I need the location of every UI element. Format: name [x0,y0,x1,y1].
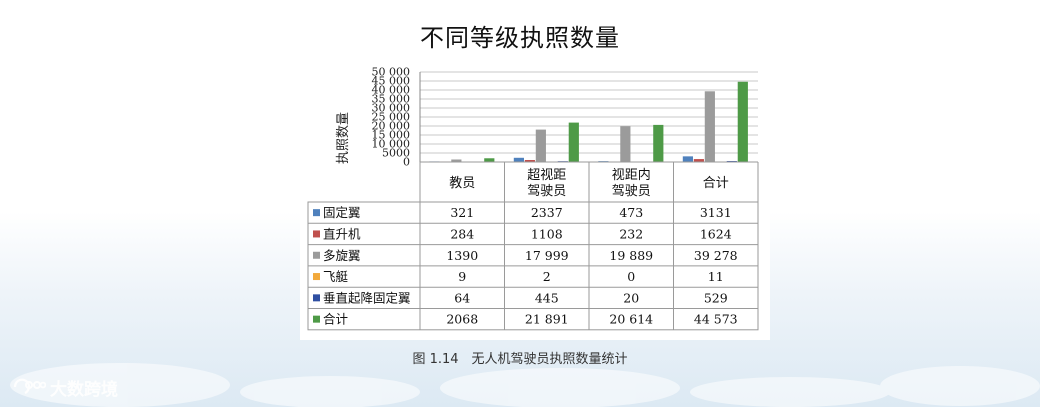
y-tick-label: 45 000 [372,75,411,88]
brand-logo-icon [13,378,46,394]
data-label-1-3: 1624 [700,226,732,241]
data-label-1-1: 1108 [531,226,563,241]
category-label: 视距内 [612,167,651,183]
y-tick-label: 25 000 [372,111,411,124]
category-label: 驾驶员 [612,184,651,199]
legend-label-0: 固定翼 [323,205,361,220]
data-label-2-0: 1390 [446,248,478,263]
bar-0-3 [682,156,693,162]
data-label-4-2: 20 [623,290,639,305]
data-label-2-3: 39 278 [694,248,738,263]
data-label-2-2: 19 889 [609,248,653,263]
y-tick-label: 50 000 [372,66,411,79]
data-label-3-2: 0 [627,269,635,284]
y-tick-label: 35 000 [372,93,411,106]
bar-5-2 [653,124,664,162]
gridlines [419,71,758,163]
legend-swatch-3 [313,273,320,281]
chart-panel-background [300,60,770,340]
bar-0-1 [513,157,524,162]
bar-1-1 [524,160,535,162]
y-tick-label: 5000 [382,147,410,160]
bar-2-2 [620,126,631,162]
data-label-4-0: 64 [454,290,470,305]
legend-swatch-4 [313,294,320,302]
figure-caption: 图 1.14 无人机驾驶员执照数量统计 [412,352,628,367]
legend-label-5: 合计 [323,312,348,327]
data-label-0-0: 321 [450,205,474,220]
bar-5-0 [484,158,495,162]
y-tick-label: 40 000 [372,84,411,97]
data-label-0-1: 2337 [531,205,563,220]
legend-swatch-1 [313,230,320,238]
y-tick-label: 30 000 [372,102,411,115]
legend-swatch-5 [313,315,320,323]
legend-label-2: 多旋翼 [323,248,361,263]
data-label-5-3: 44 573 [694,312,738,327]
watermark-text: 大数跨境 [50,379,118,400]
category-label: 超视距 [527,168,566,183]
category-label: 教员 [449,175,475,191]
data-label-5-2: 20 614 [609,312,653,327]
data-label-5-1: 21 891 [525,312,569,327]
data-label-4-3: 529 [704,290,728,305]
legend-swatch-0 [313,209,320,217]
y-tick-label: 10 000 [372,138,411,151]
data-label-1-2: 232 [619,226,643,241]
bar-5-3 [737,81,748,162]
data-label-4-1: 445 [535,290,559,305]
y-tick-label: 20 000 [372,120,411,133]
y-tick-label: 15 000 [372,129,411,142]
data-label-0-2: 473 [619,205,643,220]
data-label-2-1: 17 999 [525,248,569,263]
y-axis-label: 执照数量 [336,112,351,164]
bar-2-3 [704,91,715,162]
legend-label-4: 垂直起降固定翼 [323,290,411,305]
chart-title: 不同等级执照数量 [420,24,620,52]
data-label-1-0: 284 [450,226,474,241]
bar-5-1 [568,122,579,162]
data-label-3-0: 9 [458,269,466,284]
category-label: 驾驶员 [527,184,566,199]
data-label-0-3: 3131 [700,205,732,220]
data-label-3-1: 2 [543,269,551,284]
bar-1-3 [693,159,704,162]
legend-label-3: 飞艇 [323,269,349,284]
y-tick-label: 0 [403,156,410,169]
bar-2-0 [451,159,462,162]
data-label-5-0: 2068 [446,312,478,327]
watermark: 大数跨境 [12,374,118,400]
legend-swatch-2 [313,251,320,259]
legend-label-1: 直升机 [323,226,361,241]
data-label-3-3: 11 [708,269,724,284]
category-label: 合计 [703,176,729,191]
bar-2-1 [535,129,546,162]
